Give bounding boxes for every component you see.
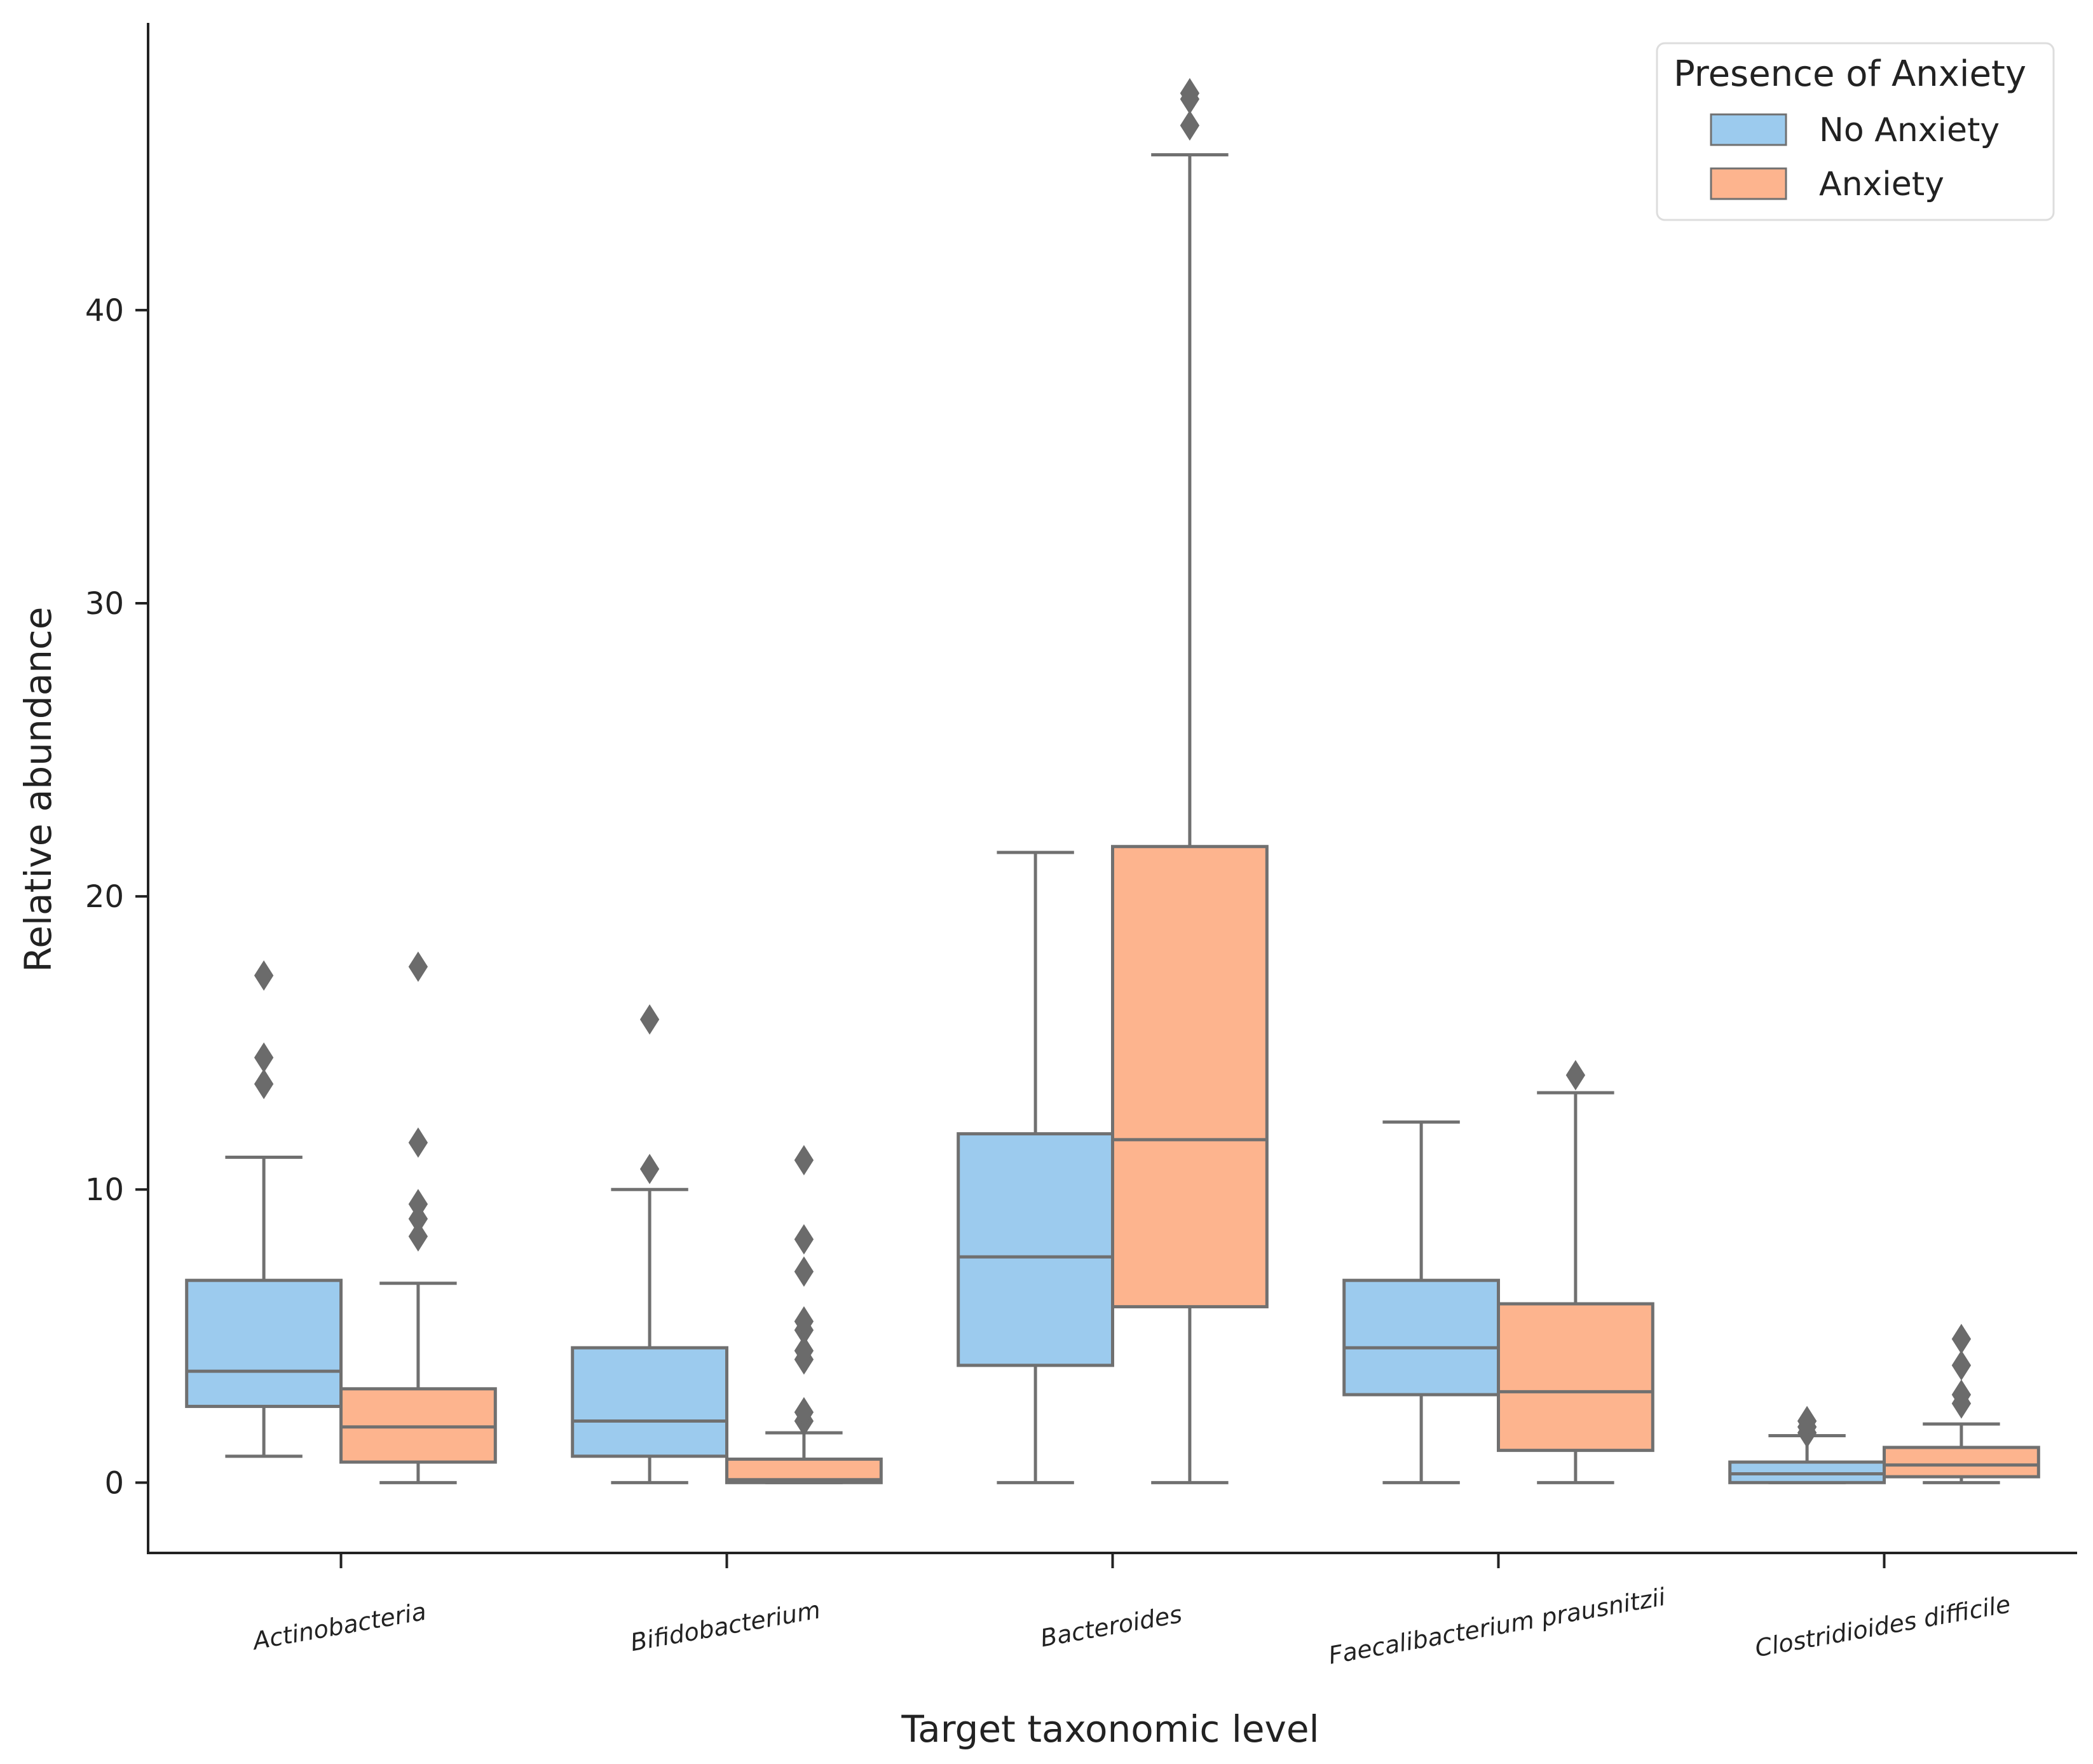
box-anxiety-1 — [725, 1145, 883, 1484]
iqr-box — [957, 1132, 1114, 1367]
outlier-point — [1951, 1323, 1972, 1355]
x-tick-label: Actinobacteria — [249, 1597, 428, 1656]
x-tick-label: Clostridioides difficile — [1753, 1590, 2013, 1662]
x-tick-label: Bifidobacterium — [629, 1596, 822, 1657]
box-anxiety-2 — [1111, 78, 1269, 1484]
y-tick-label: 30 — [85, 586, 124, 622]
outlier-point — [1951, 1379, 1972, 1410]
outlier-point — [794, 1145, 814, 1175]
legend-label-no-anxiety: No Anxiety — [1819, 111, 2000, 149]
y-tick-label: 10 — [85, 1172, 124, 1208]
y-axis-title: Relative abundance — [17, 607, 60, 973]
box-no-anxiety-0 — [185, 960, 343, 1458]
outlier-point — [254, 1042, 274, 1073]
x-tick-label: Bacteroides — [1039, 1600, 1184, 1652]
boxes-layer — [185, 78, 2040, 1484]
outlier-point — [1951, 1350, 1972, 1381]
box-anxiety-0 — [339, 951, 497, 1484]
legend-swatch-anxiety — [1710, 167, 1787, 200]
outlier-point — [794, 1306, 814, 1337]
x-axis-title: Target taxonomic level — [901, 1707, 1319, 1751]
box-anxiety-4 — [1883, 1323, 2040, 1484]
plot-area: 0 10 20 30 40 Actinobacteria Bifidobacterium B… — [85, 23, 2077, 1670]
box-no-anxiety-3 — [1342, 1120, 1500, 1484]
outlier-point — [639, 1154, 660, 1184]
outlier-point — [1565, 1060, 1586, 1091]
outlier-point — [254, 1069, 274, 1100]
iqr-box — [1342, 1278, 1500, 1397]
iqr-box — [1497, 1302, 1654, 1453]
legend-swatch-no-anxiety — [1710, 113, 1787, 146]
outlier-point — [408, 951, 428, 982]
box-no-anxiety-4 — [1728, 1405, 1886, 1484]
y-tick-label: 20 — [85, 879, 124, 915]
y-tick-label: 40 — [85, 293, 124, 329]
box-no-anxiety-1 — [571, 1004, 729, 1484]
iqr-box — [1883, 1446, 2040, 1479]
outlier-point — [408, 1189, 428, 1220]
iqr-box — [571, 1346, 729, 1458]
outlier-point — [408, 1127, 428, 1158]
y-tick-label: 0 — [104, 1465, 124, 1501]
legend: Presence of Anxiety No Anxiety Anxiety — [1656, 42, 2055, 221]
outlier-point — [794, 1224, 814, 1255]
x-tick-label: Faecalibacterium prausnitzii — [1326, 1583, 1668, 1670]
y-ticks: 0 10 20 30 40 — [85, 293, 148, 1501]
box-no-anxiety-2 — [957, 851, 1114, 1484]
box-anxiety-3 — [1497, 1060, 1654, 1484]
outlier-point — [639, 1004, 660, 1035]
outlier-point — [1180, 110, 1200, 141]
outlier-point — [1797, 1405, 1817, 1437]
outlier-point — [1180, 78, 1200, 109]
legend-label-anxiety: Anxiety — [1819, 165, 1944, 203]
iqr-box — [1111, 845, 1269, 1309]
outlier-point — [794, 1335, 814, 1366]
legend-title: Presence of Anxiety — [1674, 53, 2026, 95]
outlier-point — [794, 1397, 814, 1428]
x-ticks: Actinobacteria Bifidobacterium Bacteroides… — [249, 1553, 2013, 1670]
outlier-point — [794, 1256, 814, 1287]
iqr-box — [185, 1278, 343, 1408]
outlier-point — [408, 1221, 428, 1252]
outlier-point — [254, 960, 274, 991]
